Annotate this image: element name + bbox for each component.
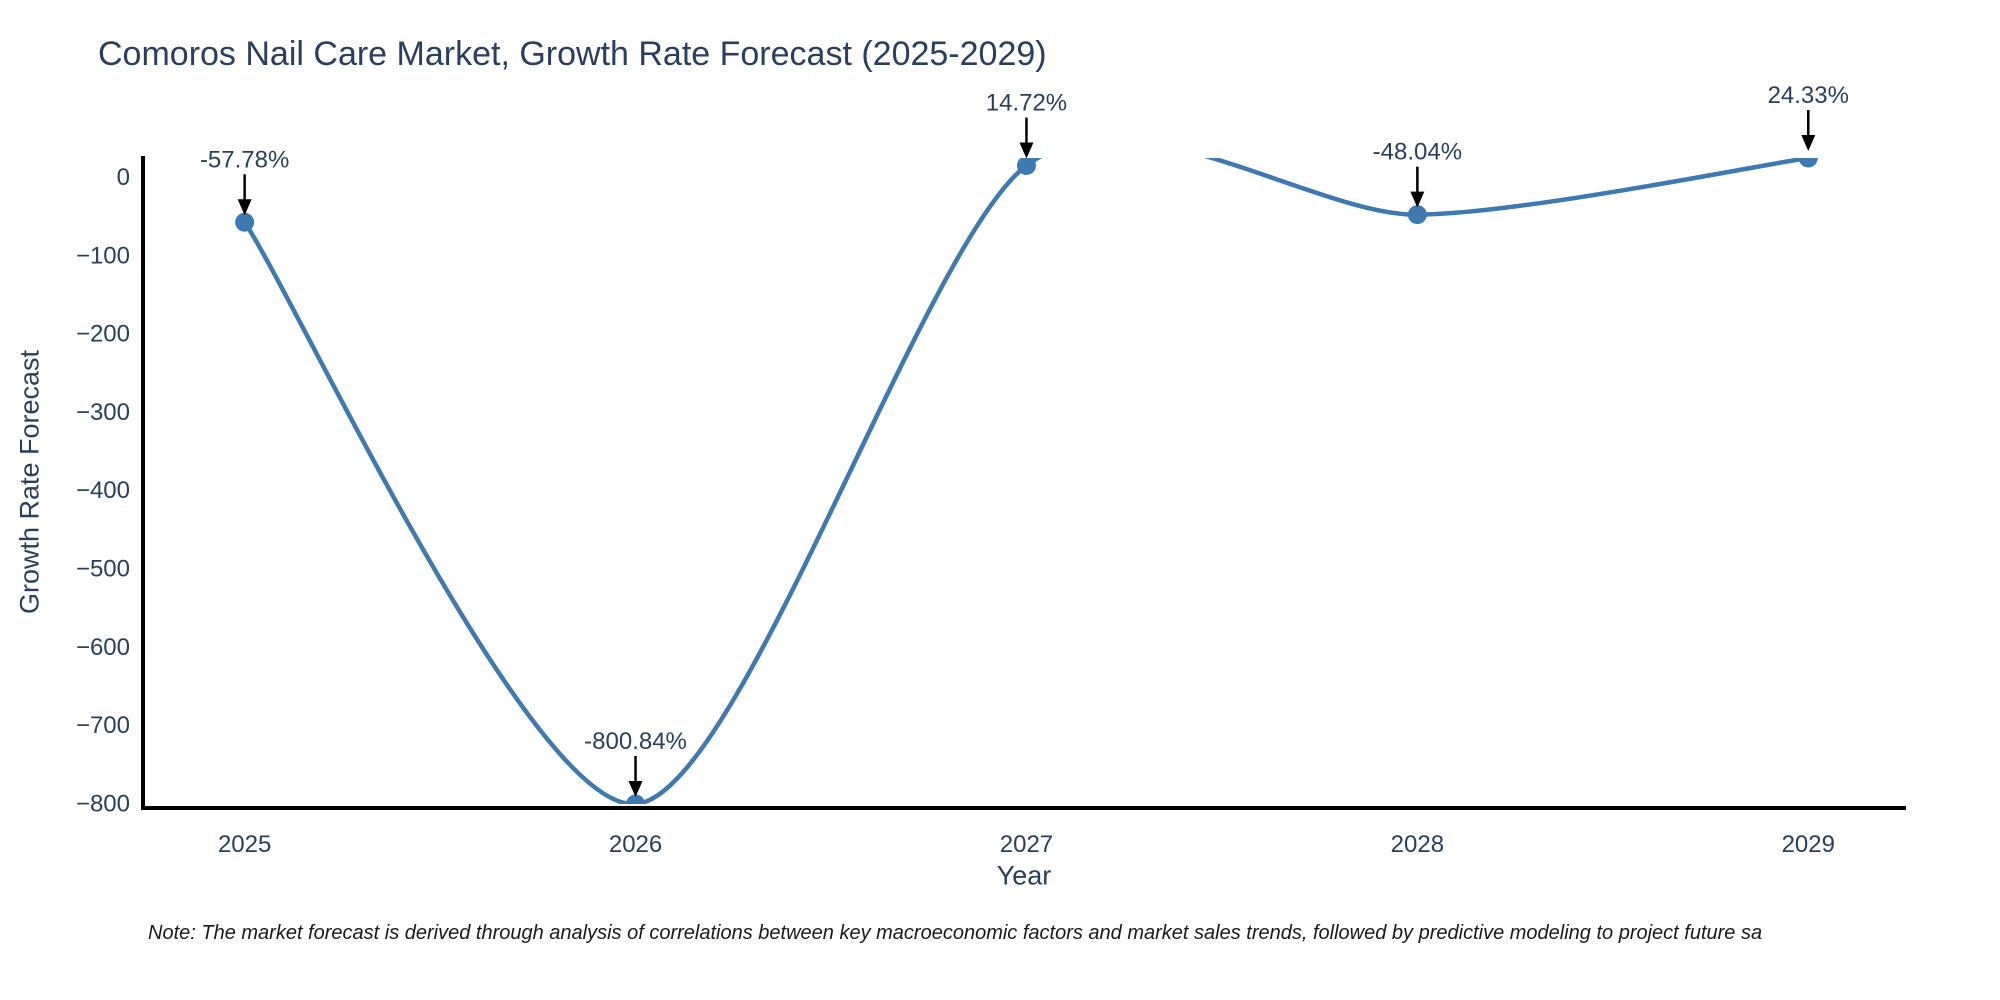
annotation-arrowhead (237, 199, 252, 216)
chart-title: Comoros Nail Care Market, Growth Rate Fo… (98, 35, 1047, 73)
y-tick-label: −700 (76, 712, 130, 739)
annotation-label: -48.04% (1373, 139, 1462, 166)
y-tick-label: 0 (117, 164, 130, 191)
data-point-marker (626, 794, 646, 804)
y-tick-label: −300 (76, 399, 130, 426)
data-point-marker (235, 212, 255, 232)
y-tick-label: −600 (76, 634, 130, 661)
annotation-arrowhead (1410, 191, 1425, 208)
annotation-arrowhead (1801, 135, 1816, 151)
x-tick-label: 2025 (218, 831, 271, 858)
x-axis-title: Year (996, 860, 1052, 891)
y-tick-label: −500 (76, 555, 130, 582)
x-tick-label: 2026 (609, 831, 662, 858)
x-tick-label: 2029 (1782, 831, 1835, 858)
footnote: Note: The market forecast is derived thr… (148, 922, 1763, 944)
y-tick-label: −200 (76, 321, 130, 348)
data-point-marker (1407, 205, 1427, 225)
x-tick-label: 2028 (1391, 831, 1444, 858)
y-tick-label: −100 (76, 242, 130, 269)
data-point-marker (1016, 158, 1036, 176)
data-point-marker (1798, 158, 1818, 168)
growth-line (242, 158, 1811, 804)
annotation-label: -800.84% (584, 728, 687, 755)
x-tick-label: 2027 (1000, 831, 1053, 858)
annotation-label: 14.72% (986, 90, 1067, 117)
y-axis-title: Growth Rate Forecast (14, 349, 45, 615)
y-tick-label: −400 (76, 477, 130, 504)
annotation-label: -57.78% (200, 146, 289, 173)
annotation-arrowhead (628, 781, 643, 797)
y-axis-line (141, 156, 145, 810)
annotation-arrowhead (1019, 142, 1034, 159)
annotation-label: 24.33% (1768, 82, 1849, 109)
y-tick-label: −800 (76, 790, 130, 817)
x-axis-line (141, 806, 1906, 810)
plot-clipped-group (235, 158, 1818, 804)
